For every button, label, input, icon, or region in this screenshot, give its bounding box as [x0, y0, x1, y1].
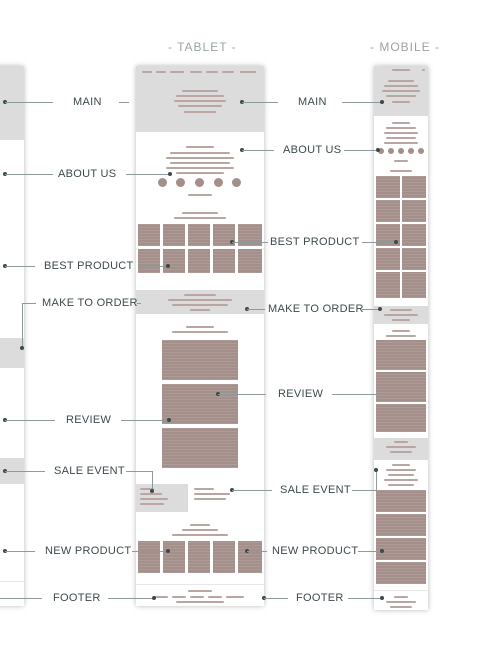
tablet-sale-section [136, 484, 188, 512]
label-best-right: BEST PRODUCT [270, 236, 360, 248]
label-about-right: ABOUT US [283, 144, 342, 156]
label-footer-right: FOOTER [296, 592, 344, 604]
tablet-make-section [136, 290, 264, 314]
mobile-main-section [374, 66, 428, 116]
label-main-left: MAIN [73, 96, 102, 108]
desktop-wireframe [0, 66, 24, 606]
label-sale-left: SALE EVENT [54, 465, 125, 477]
mobile-sale-section [374, 438, 428, 460]
label-footer-left: FOOTER [53, 592, 101, 604]
mobile-make-section [374, 306, 428, 324]
tablet-title: - TABLET - [168, 40, 237, 54]
tablet-main-section [136, 66, 264, 132]
desktop-make-section [0, 338, 24, 368]
label-review-right: REVIEW [278, 388, 324, 400]
label-make-right: MAKE TO ORDER [268, 303, 364, 315]
label-best-left: BEST PRODUCT [44, 260, 134, 272]
mobile-title: - MOBILE - [370, 40, 441, 54]
label-new-left: NEW PRODUCT [45, 545, 132, 557]
desktop-footer-divider [0, 581, 24, 582]
label-review-left: REVIEW [66, 414, 112, 426]
label-make-left: MAKE TO ORDER [42, 297, 138, 309]
mobile-wireframe [374, 66, 428, 610]
label-sale-right: SALE EVENT [280, 484, 351, 496]
label-new-right: NEW PRODUCT [272, 545, 359, 557]
label-about-left: ABOUT US [58, 168, 117, 180]
tablet-wireframe [136, 66, 264, 606]
label-main-right: MAIN [298, 96, 327, 108]
